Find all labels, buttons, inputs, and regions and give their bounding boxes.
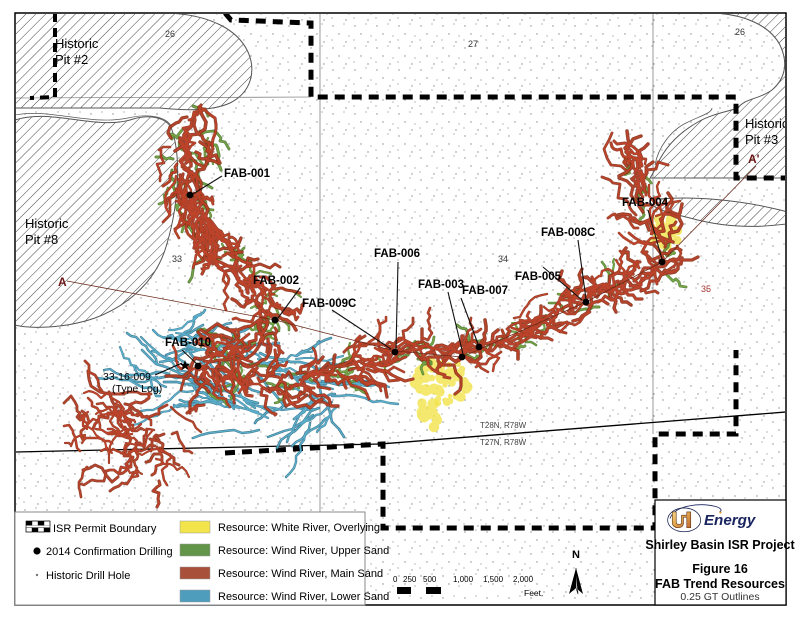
svg-text:33: 33	[172, 254, 182, 264]
svg-text:Historic: Historic	[25, 216, 69, 231]
svg-text:34: 34	[498, 254, 508, 264]
svg-text:ISR Permit Boundary: ISR Permit Boundary	[53, 523, 157, 535]
svg-text:FAB-010: FAB-010	[165, 337, 211, 349]
svg-text:Historic: Historic	[745, 116, 789, 131]
svg-text:27: 27	[468, 39, 478, 49]
svg-text:A': A'	[748, 152, 760, 166]
svg-text:0: 0	[393, 575, 398, 584]
svg-text:FAB-005: FAB-005	[515, 271, 562, 283]
svg-text:Pit #8: Pit #8	[25, 232, 58, 247]
svg-text:FAB-001: FAB-001	[224, 168, 271, 180]
svg-text:FAB-006: FAB-006	[374, 248, 420, 260]
svg-text:FAB Trend Resources: FAB Trend Resources	[655, 577, 785, 591]
svg-text:2014 Confirmation Drilling: 2014 Confirmation Drilling	[46, 546, 173, 558]
svg-text:26: 26	[165, 29, 175, 39]
svg-text:FAB-009C: FAB-009C	[302, 298, 356, 310]
svg-text:FAB-002: FAB-002	[253, 275, 299, 287]
svg-text:Historic Drill Hole: Historic Drill Hole	[46, 570, 130, 582]
svg-text:250: 250	[403, 575, 417, 584]
svg-text:Shirley Basin ISR Project: Shirley Basin ISR Project	[645, 538, 795, 552]
svg-text:T28N, R78W: T28N, R78W	[480, 421, 527, 430]
svg-text:1,000: 1,000	[453, 575, 474, 584]
svg-text:Resource: White River, Overlyi: Resource: White River, Overlying	[218, 522, 380, 534]
svg-text:Resource: Wind River, Lower Sa: Resource: Wind River, Lower Sand	[218, 591, 389, 603]
svg-text:(Type Log): (Type Log)	[112, 383, 162, 395]
svg-text:FAB-008C: FAB-008C	[541, 227, 595, 239]
svg-text:Energy: Energy	[704, 512, 757, 529]
svg-text:FAB-007: FAB-007	[462, 285, 508, 297]
svg-text:Figure 16: Figure 16	[692, 562, 748, 576]
svg-text:N: N	[572, 549, 580, 561]
svg-text:FAB-004: FAB-004	[622, 197, 669, 209]
svg-text:T27N, R78W: T27N, R78W	[480, 438, 527, 447]
svg-text:Pit #2: Pit #2	[55, 52, 88, 67]
svg-text:1,500: 1,500	[483, 575, 504, 584]
svg-text:26: 26	[735, 27, 745, 37]
svg-text:FAB-003: FAB-003	[418, 279, 464, 291]
svg-text:33-16-009: 33-16-009	[103, 371, 151, 383]
svg-text:Resource: Wind River, Main San: Resource: Wind River, Main Sand	[218, 568, 383, 580]
svg-text:2,000: 2,000	[513, 575, 534, 584]
svg-text:35: 35	[701, 284, 711, 294]
svg-text:A: A	[58, 275, 67, 289]
svg-text:500: 500	[423, 575, 437, 584]
svg-text:0.25 GT Outlines: 0.25 GT Outlines	[680, 591, 759, 603]
svg-text:Pit #3: Pit #3	[745, 132, 778, 147]
svg-text:Feet.: Feet.	[524, 588, 543, 598]
svg-text:Historic: Historic	[55, 36, 99, 51]
svg-text:Resource: Wind River, Upper Sa: Resource: Wind River, Upper Sand	[218, 545, 389, 557]
